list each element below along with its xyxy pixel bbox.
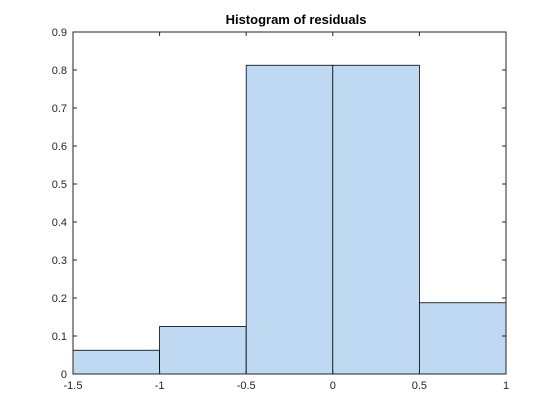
axes-box <box>72 31 507 375</box>
y-tick-label: 0.6 <box>52 141 67 153</box>
y-tick-label: 0 <box>61 369 67 381</box>
chart-title: Histogram of residuals <box>226 12 367 27</box>
x-tick-label: -1.5 <box>64 380 83 392</box>
y-tick-label: 0.2 <box>52 293 67 305</box>
y-tick-label: 0.7 <box>52 103 67 115</box>
histogram-bar <box>418 302 507 375</box>
x-tick-labels: -1.5 -1 -0.5 0 0.5 1 <box>64 380 510 392</box>
x-tick-label: 0.5 <box>412 380 427 392</box>
histogram-bar <box>332 64 420 375</box>
x-tick-label: -1 <box>155 380 165 392</box>
y-tick-label: 0.3 <box>52 255 67 267</box>
histogram-bar <box>245 64 334 375</box>
x-tick-label: -0.5 <box>237 380 256 392</box>
y-tick-label: 0.8 <box>52 65 67 77</box>
y-tick-label: 0.4 <box>52 217 67 229</box>
y-tick-label: 0.5 <box>52 179 67 191</box>
x-tick-label: 1 <box>503 380 509 392</box>
y-tick-labels: 0 0.1 0.2 0.3 0.4 0.5 0.6 0.7 0.8 0.9 <box>52 27 67 381</box>
y-tick-label: 0.9 <box>52 27 67 39</box>
x-tick-label: 0 <box>330 380 336 392</box>
ticks-group <box>72 31 507 375</box>
y-tick-label: 0.1 <box>52 331 67 343</box>
histogram-bar <box>159 326 247 375</box>
histogram-bar <box>72 349 160 375</box>
bars-group <box>72 64 507 375</box>
